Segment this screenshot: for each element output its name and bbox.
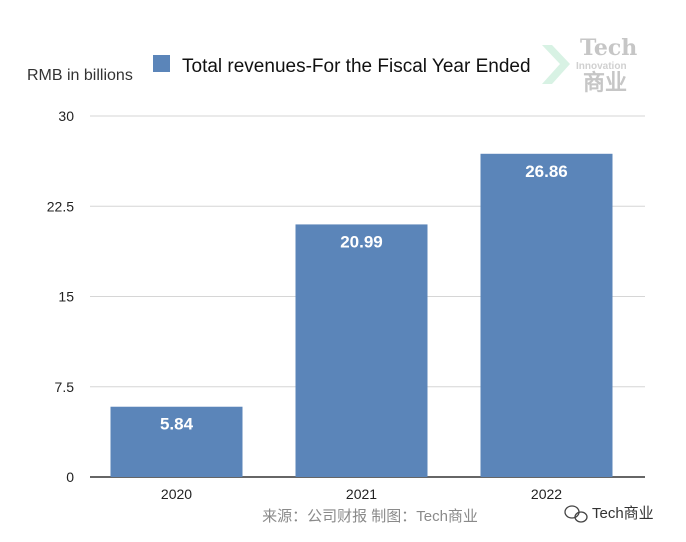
logo-chevron-icon: [542, 45, 570, 84]
y-tick-label: 30: [58, 108, 74, 124]
bar-2021: [295, 224, 428, 477]
legend-swatch: [153, 55, 170, 72]
y-axis-ticks: 0 7.5 15 22.5 30: [47, 108, 74, 485]
logo-innovation-text: Innovation: [576, 61, 627, 72]
y-tick-label: 22.5: [47, 198, 74, 214]
tech-innovation-logo: Tech Innovation 商业: [542, 35, 637, 95]
bar-2020: [110, 406, 243, 477]
x-tick-label: 2022: [531, 486, 562, 502]
x-axis-ticks: 2020 2021 2022: [161, 486, 562, 502]
wechat-account-name: Tech商业: [592, 505, 654, 522]
y-tick-label: 15: [58, 289, 74, 305]
x-tick-label: 2020: [161, 486, 192, 502]
logo-tech-text: Tech: [580, 35, 637, 61]
logo-chinese-text: 商业: [583, 70, 627, 95]
legend: Total revenues-For the Fiscal Year Ended: [153, 55, 531, 77]
bar-2022: [480, 153, 613, 477]
y-tick-label: 7.5: [55, 379, 75, 395]
source-caption: 来源：公司财报 制图：Tech商业: [262, 508, 478, 525]
x-tick-label: 2021: [346, 486, 377, 502]
data-label: 26.86: [525, 162, 568, 181]
bars: 5.84 20.99 26.86: [110, 153, 613, 477]
y-axis-title: RMB in billions: [27, 67, 133, 84]
wechat-icon: [564, 505, 588, 523]
data-label: 20.99: [340, 232, 383, 251]
data-label: 5.84: [160, 415, 194, 434]
wechat-watermark: Tech商业: [564, 505, 654, 523]
legend-label: Total revenues-For the Fiscal Year Ended: [182, 56, 531, 77]
y-tick-label: 0: [66, 469, 74, 485]
